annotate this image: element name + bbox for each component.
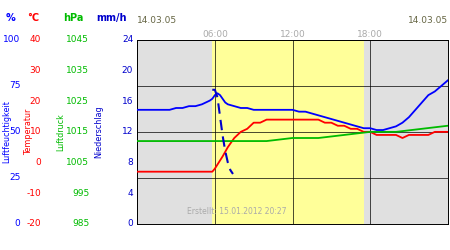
Text: Niederschlag: Niederschlag bbox=[94, 106, 104, 158]
Text: 24: 24 bbox=[122, 36, 133, 44]
Text: °C: °C bbox=[27, 12, 40, 22]
Text: 1035: 1035 bbox=[66, 66, 89, 75]
Text: 1015: 1015 bbox=[66, 128, 89, 136]
Text: -10: -10 bbox=[27, 189, 41, 198]
Text: 0: 0 bbox=[15, 219, 21, 228]
Text: 1045: 1045 bbox=[66, 36, 89, 44]
Text: 50: 50 bbox=[9, 128, 21, 136]
Text: 30: 30 bbox=[30, 66, 41, 75]
Bar bbox=[137, 40, 212, 224]
Text: 8: 8 bbox=[127, 158, 133, 167]
Text: 10: 10 bbox=[30, 128, 41, 136]
Text: -20: -20 bbox=[27, 219, 41, 228]
Text: 1005: 1005 bbox=[66, 158, 89, 167]
Bar bbox=[212, 40, 364, 224]
Text: 16: 16 bbox=[122, 97, 133, 106]
Text: hPa: hPa bbox=[63, 12, 84, 22]
Text: 20: 20 bbox=[30, 97, 41, 106]
Text: 20: 20 bbox=[122, 66, 133, 75]
Bar bbox=[364, 40, 448, 224]
Text: Temperatur: Temperatur bbox=[24, 109, 33, 155]
Text: 12: 12 bbox=[122, 128, 133, 136]
Text: 1025: 1025 bbox=[66, 97, 89, 106]
Text: %: % bbox=[5, 12, 15, 22]
Text: 75: 75 bbox=[9, 82, 21, 90]
Text: 985: 985 bbox=[72, 219, 89, 228]
Text: 0: 0 bbox=[127, 219, 133, 228]
Text: 40: 40 bbox=[30, 36, 41, 44]
Text: Erstellt: 15.01.2012 20:27: Erstellt: 15.01.2012 20:27 bbox=[187, 208, 286, 216]
Text: 4: 4 bbox=[127, 189, 133, 198]
Text: 14.03.05: 14.03.05 bbox=[408, 16, 448, 25]
Text: mm/h: mm/h bbox=[96, 12, 126, 22]
Text: Luftdruck: Luftdruck bbox=[56, 113, 65, 151]
Text: 0: 0 bbox=[36, 158, 41, 167]
Text: 995: 995 bbox=[72, 189, 89, 198]
Text: 100: 100 bbox=[3, 36, 21, 44]
Text: Luftfeuchtigkeit: Luftfeuchtigkeit bbox=[3, 100, 12, 163]
Text: 25: 25 bbox=[9, 173, 21, 182]
Text: 14.03.05: 14.03.05 bbox=[137, 16, 177, 25]
